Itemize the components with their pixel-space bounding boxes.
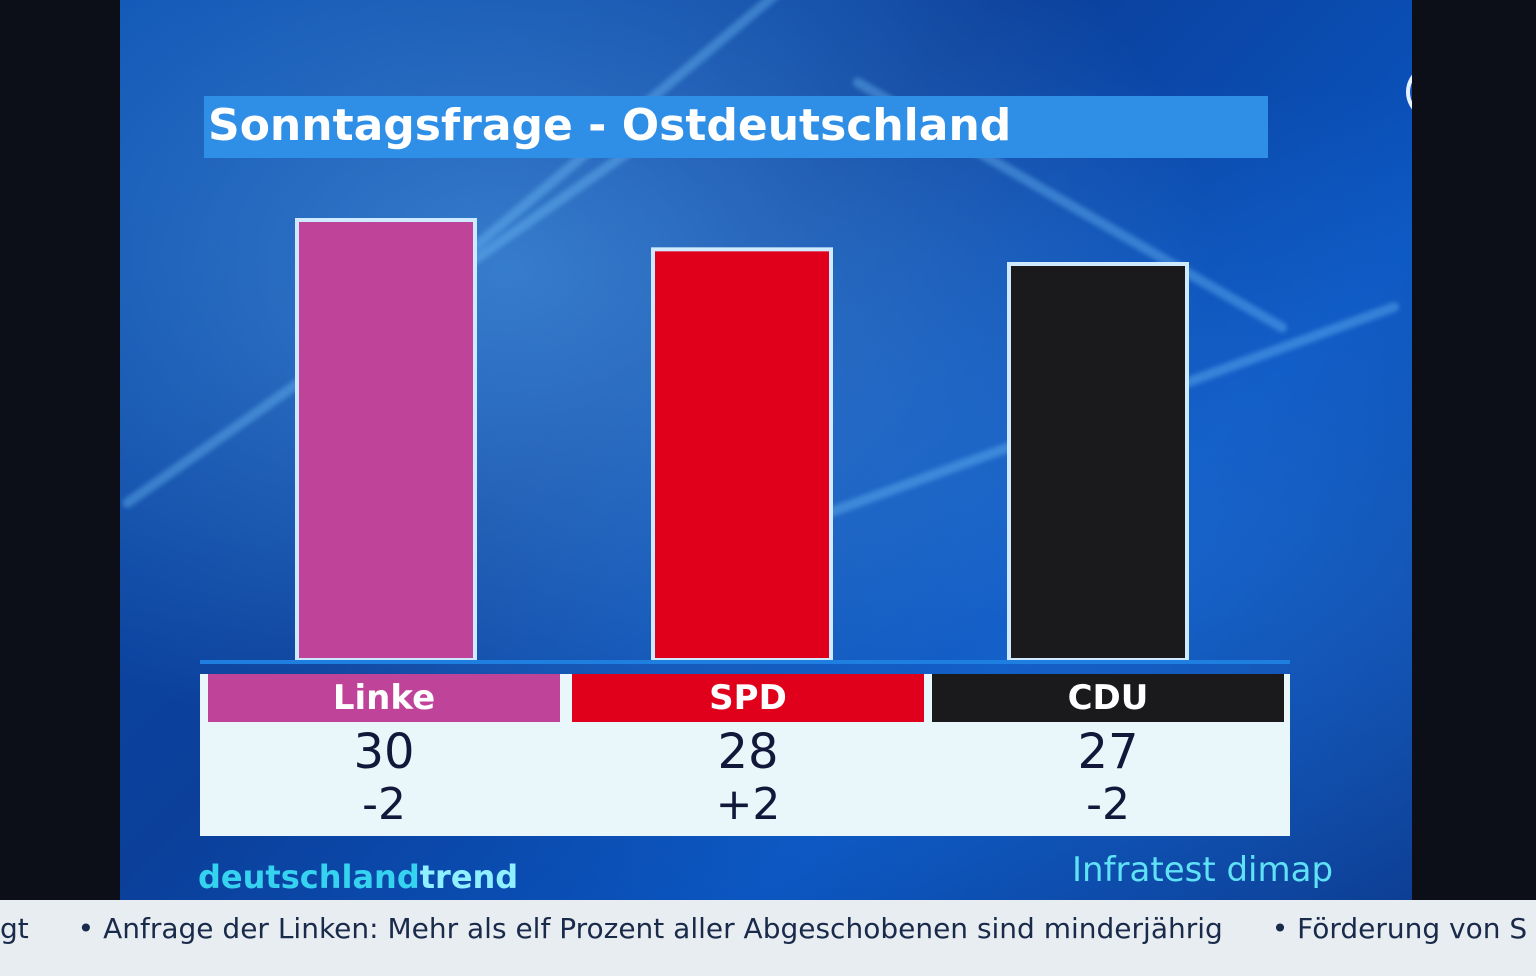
party-label: SPD	[572, 674, 924, 722]
party-change: -2	[362, 779, 406, 830]
party-value: 27	[1077, 724, 1139, 780]
bars-group	[295, 218, 1189, 662]
brand-part2: trend	[419, 858, 519, 896]
news-ticker: gt • Anfrage der Linken: Mehr als elf Pr…	[0, 900, 1536, 976]
party-label: Linke	[208, 674, 560, 722]
party-change: -2	[1086, 779, 1130, 830]
party-change: +2	[715, 779, 781, 830]
brand-label: deutschlandtrend	[198, 858, 518, 896]
party-label: CDU	[932, 674, 1284, 722]
chart-title: Sonntagsfrage - Ostdeutschland	[208, 100, 1012, 151]
title-bar: Sonntagsfrage - Ostdeutschland	[204, 96, 1268, 158]
bar-spd	[651, 247, 833, 662]
brand-part1: deutschland	[198, 858, 420, 896]
bar-cdu	[1007, 262, 1189, 662]
party-value: 28	[717, 724, 779, 780]
source-label: Infratest dimap	[1072, 850, 1334, 890]
ticker-item: gt	[0, 912, 29, 945]
bar-linke	[295, 218, 477, 662]
party-column-spd: SPD 28 +2	[572, 674, 924, 836]
party-value: 30	[353, 724, 415, 780]
ticker-item: • Anfrage der Linken: Mehr als elf Proze…	[77, 912, 1223, 945]
ticker-item: • Förderung von S	[1271, 912, 1528, 945]
ticker-text: gt • Anfrage der Linken: Mehr als elf Pr…	[0, 912, 1536, 945]
party-column-cdu: CDU 27 -2	[932, 674, 1284, 836]
tv-screen: Sonntagsfrage - Ostdeutschland 24 Linke …	[120, 0, 1412, 900]
party-column-linke: Linke 30 -2	[208, 674, 560, 836]
results-table: Linke 30 -2 SPD 28 +2 CDU 27 -2	[200, 674, 1290, 836]
bar-chart	[200, 218, 1290, 664]
